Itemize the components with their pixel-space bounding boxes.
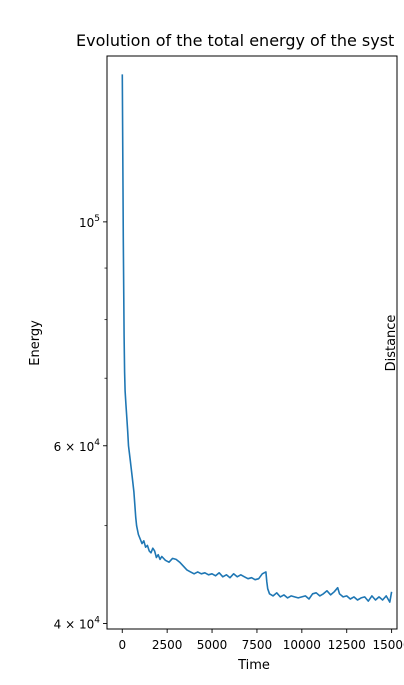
y-tick-label: 6 × 104 [54, 438, 101, 454]
x-tick-label: 12500 [328, 638, 366, 652]
energy-series-line [121, 74, 393, 603]
y-axis-label: Energy [28, 320, 43, 366]
x-tick-label: 2500 [152, 638, 183, 652]
y-tick-label: 105 [79, 214, 100, 230]
x-axis-ticks: 0 2500 5000 7500 10000 12500 15000 [118, 629, 404, 652]
x-tick-label: 7500 [242, 638, 273, 652]
chart-title: Evolution of the total energy of the sys… [76, 31, 394, 50]
x-tick-label: 5000 [197, 638, 228, 652]
plot-area [106, 55, 398, 630]
x-tick-label: 10000 [283, 638, 321, 652]
x-tick-label: 15000 [373, 638, 404, 652]
x-axis-label: Time [237, 658, 270, 673]
x-tick-label: 0 [118, 638, 126, 652]
axes-frame [106, 55, 398, 630]
right-axis-label: Distance [384, 315, 399, 372]
y-axis-ticks: 105 6 × 104 4 × 104 [54, 214, 107, 631]
y-tick-label: 4 × 104 [54, 615, 101, 631]
